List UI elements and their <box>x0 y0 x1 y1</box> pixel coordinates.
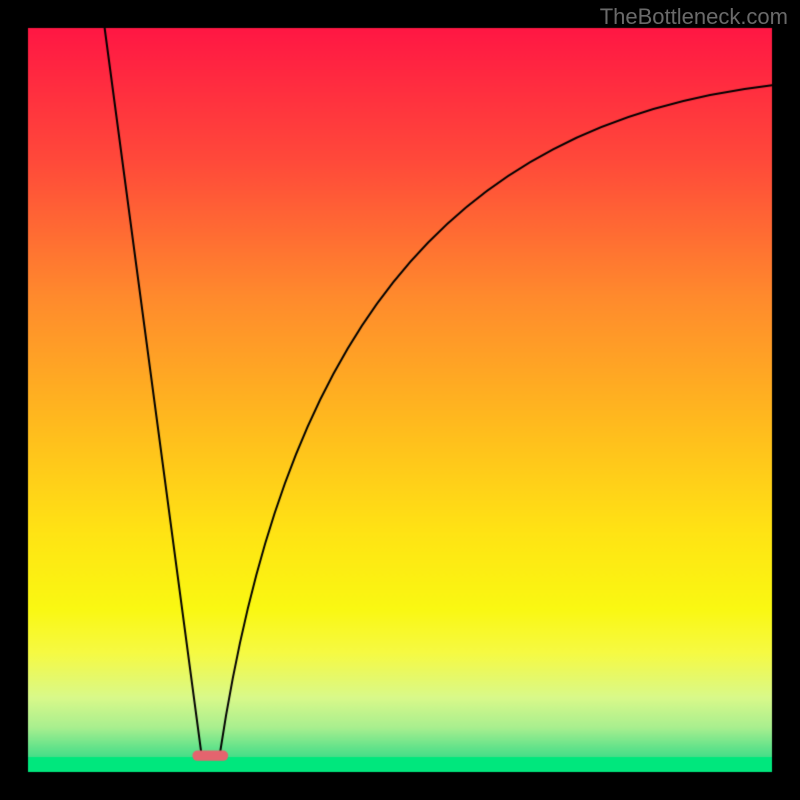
chart-container: TheBottleneck.com <box>0 0 800 800</box>
bottleneck-chart-canvas <box>0 0 800 800</box>
